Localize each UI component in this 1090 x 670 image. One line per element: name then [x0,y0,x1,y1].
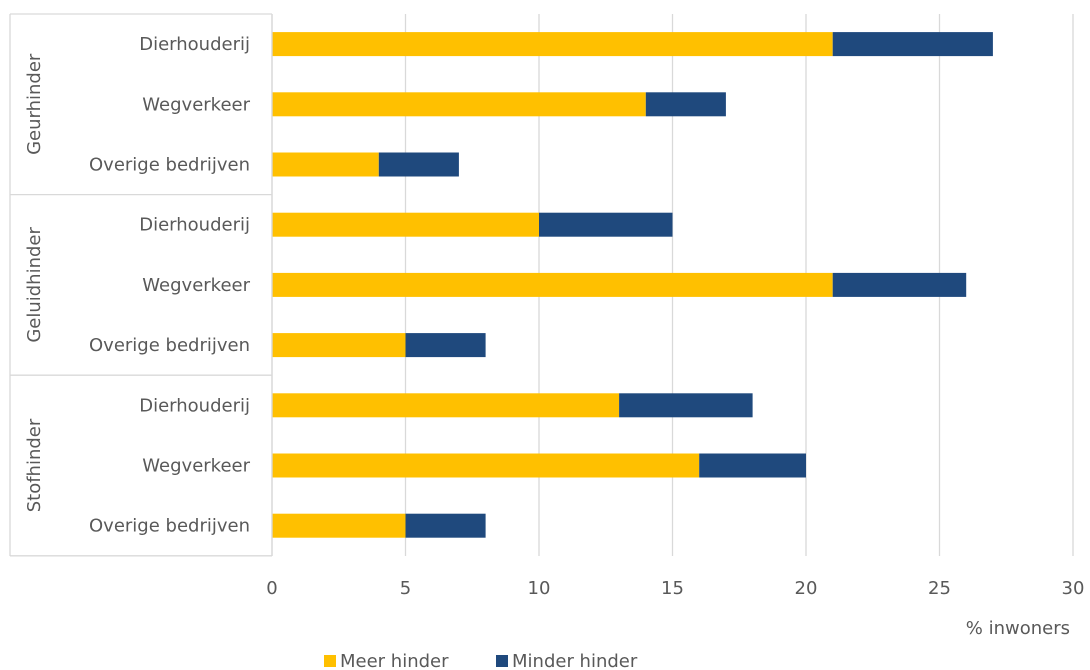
bar-minder-hinder [832,272,967,297]
category-label: Overige bedrijven [89,155,250,176]
category-label: Wegverkeer [142,275,250,296]
category-label: Wegverkeer [142,94,250,115]
x-tick-labels: 0 5 10 15 20 25 30 [266,578,1084,599]
group-separators [9,13,273,557]
group-label: Geluidhinder [24,227,45,343]
bar-minder-hinder [539,212,673,237]
bar-meer-hinder [272,272,833,297]
x-tick-label: 15 [661,578,684,599]
bar-meer-hinder [272,393,620,418]
x-tick-label: 10 [528,578,551,599]
bar-minder-hinder [832,32,993,57]
x-axis-title: % inwoners [966,618,1070,639]
x-tick-label: 30 [1062,578,1085,599]
bar-minder-hinder [378,152,459,177]
bar-meer-hinder [272,92,646,117]
legend: Meer hinder Minder hinder [324,651,638,670]
bar-minder-hinder [699,453,806,478]
category-label: Overige bedrijven [89,335,250,356]
category-label: Wegverkeer [142,456,250,477]
bar-meer-hinder [272,513,406,538]
x-tick-label: 5 [400,578,411,599]
bars [272,32,993,538]
bar-meer-hinder [272,212,539,237]
bar-meer-hinder [272,32,833,57]
bar-meer-hinder [272,152,379,177]
category-label: Dierhouderij [139,215,250,236]
bar-minder-hinder [645,92,726,117]
legend-swatch [324,655,336,667]
legend-label: Minder hinder [512,651,638,670]
bar-meer-hinder [272,453,700,478]
category-labels: Dierhouderij Wegverkeer Overige bedrijven D… [89,34,251,537]
x-tick-label: 0 [266,578,277,599]
category-label: Dierhouderij [139,34,250,55]
bar-minder-hinder [619,393,753,418]
category-label: Dierhouderij [139,395,250,416]
bar-meer-hinder [272,333,406,358]
x-tick-label: 20 [795,578,818,599]
group-label: Stofhinder [24,418,45,512]
group-labels: Geurhinder Geluidhinder Stofhinder [24,53,45,512]
legend-label: Meer hinder [340,651,449,670]
legend-swatch [496,655,508,667]
bar-minder-hinder [405,333,486,358]
bar-minder-hinder [405,513,486,538]
category-label: Overige bedrijven [89,516,250,537]
x-tick-label: 25 [928,578,951,599]
group-label: Geurhinder [24,53,45,155]
